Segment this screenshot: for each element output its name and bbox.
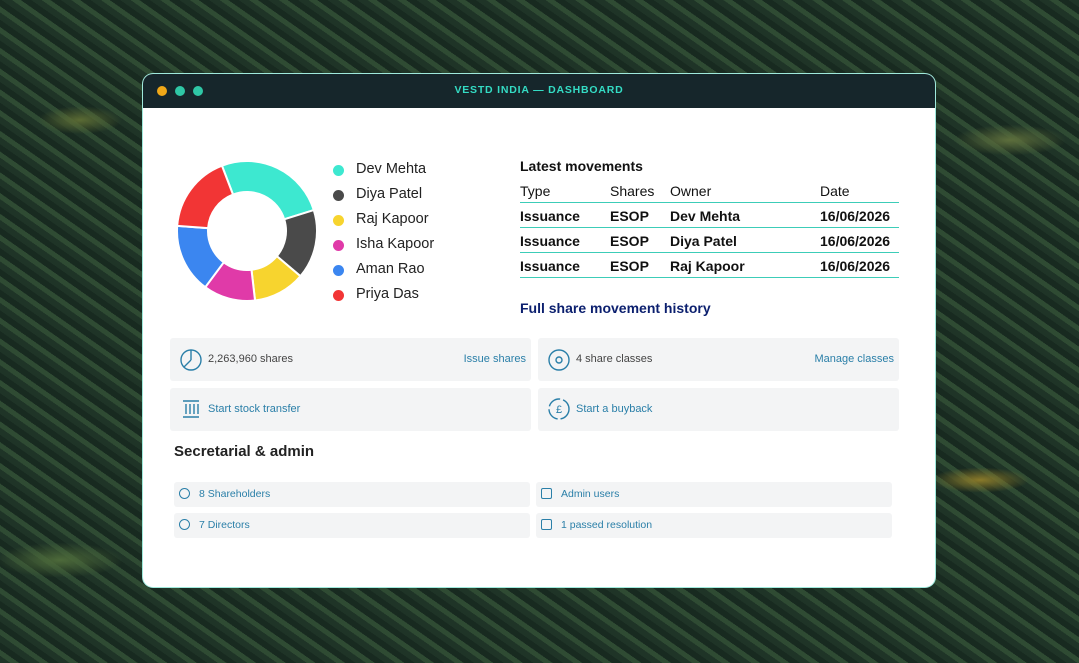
legend-dot bbox=[333, 290, 344, 301]
icon bbox=[180, 349, 202, 371]
row-rule bbox=[520, 252, 899, 253]
column-header: Owner bbox=[670, 183, 712, 199]
window-dot[interactable] bbox=[175, 86, 185, 96]
item-label[interactable]: 7 Directors bbox=[199, 519, 250, 531]
title-bar: VESTD INDIA — DASHBOARD bbox=[143, 74, 935, 108]
column-header: Shares bbox=[610, 183, 655, 199]
svg-text:£: £ bbox=[556, 404, 562, 416]
window: VESTD INDIA — DASHBOARD Latest movements… bbox=[143, 74, 935, 587]
legend-label: Diya Patel bbox=[356, 186, 423, 202]
column-header: Type bbox=[520, 183, 551, 199]
shares-card: 2,263,960 shares Issue shares bbox=[170, 338, 531, 381]
transfer-card[interactable]: Start stock transfer bbox=[170, 388, 531, 431]
section-title: Secretarial & admin bbox=[174, 443, 315, 460]
item-icon bbox=[179, 519, 190, 530]
classes-card: 4 share classes Manage classes bbox=[538, 338, 899, 381]
donut-slice bbox=[176, 164, 235, 230]
table-cell: ESOP bbox=[610, 258, 649, 274]
donut-slice bbox=[220, 160, 316, 221]
legend-label: Aman Rao bbox=[356, 261, 425, 277]
table-cell: Issuance bbox=[520, 233, 580, 249]
card-action[interactable]: Start a buyback bbox=[576, 403, 653, 415]
table-cell: ESOP bbox=[610, 208, 649, 224]
window-title: VESTD INDIA — DASHBOARD bbox=[454, 84, 624, 96]
row-rule bbox=[520, 227, 899, 228]
item-label[interactable]: 1 passed resolution bbox=[561, 519, 653, 531]
admin-item[interactable]: 1 passed resolution bbox=[536, 513, 892, 538]
legend-dot bbox=[333, 215, 344, 226]
legend-label: Raj Kapoor bbox=[356, 211, 429, 227]
legend-label: Dev Mehta bbox=[356, 161, 427, 177]
item-icon bbox=[541, 519, 552, 530]
table-cell: 16/06/2026 bbox=[820, 208, 891, 224]
table-cell: Dev Mehta bbox=[670, 208, 741, 224]
legend-dot bbox=[333, 190, 344, 201]
table-cell: Issuance bbox=[520, 208, 580, 224]
table-cell: Issuance bbox=[520, 258, 580, 274]
item-label[interactable]: Admin users bbox=[561, 488, 620, 500]
column-header: Date bbox=[820, 183, 850, 199]
legend-label: Priya Das bbox=[356, 286, 419, 302]
table-cell: Raj Kapoor bbox=[670, 258, 745, 274]
icon: £ bbox=[548, 398, 570, 420]
window-dot[interactable] bbox=[157, 86, 167, 96]
item-icon bbox=[541, 488, 552, 499]
item-label[interactable]: 8 Shareholders bbox=[199, 488, 271, 500]
table-cell: ESOP bbox=[610, 233, 649, 249]
table-cell: 16/06/2026 bbox=[820, 233, 891, 249]
admin-item[interactable]: 8 Shareholders bbox=[174, 482, 530, 507]
legend-label: Isha Kapoor bbox=[356, 236, 435, 252]
card-action[interactable]: Manage classes bbox=[814, 353, 895, 365]
legend-dot bbox=[333, 165, 344, 176]
legend-dot bbox=[333, 240, 344, 251]
legend-dot bbox=[333, 265, 344, 276]
card-action[interactable]: Issue shares bbox=[463, 353, 526, 365]
row-rule bbox=[520, 202, 899, 203]
table-cell: 16/06/2026 bbox=[820, 258, 891, 274]
row-rule bbox=[520, 277, 899, 278]
admin-item[interactable]: Admin users bbox=[536, 482, 892, 507]
history-link[interactable]: Full share movement history bbox=[520, 300, 711, 316]
card-action[interactable]: Start stock transfer bbox=[208, 403, 301, 415]
table-title: Latest movements bbox=[520, 158, 643, 174]
icon bbox=[548, 349, 570, 371]
admin-item[interactable]: 7 Directors bbox=[174, 513, 530, 538]
window-dot[interactable] bbox=[193, 86, 203, 96]
item-icon bbox=[179, 488, 190, 499]
icon bbox=[183, 400, 199, 418]
chart-area bbox=[176, 160, 318, 302]
card-text: 4 share classes bbox=[576, 353, 653, 365]
table-cell: Diya Patel bbox=[670, 233, 737, 249]
card-text: 2,263,960 shares bbox=[208, 353, 294, 365]
buyback-card[interactable]: £ Start a buyback bbox=[538, 388, 899, 431]
